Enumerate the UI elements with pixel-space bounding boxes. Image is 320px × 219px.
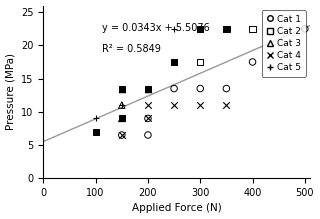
Point	[172, 27, 177, 30]
Point	[119, 133, 124, 137]
Point	[145, 117, 150, 120]
Text: y = 0.0343x + 5.5076: y = 0.0343x + 5.5076	[102, 23, 210, 33]
Point	[172, 103, 177, 107]
Point	[250, 60, 255, 64]
Point	[93, 117, 98, 120]
Point	[119, 87, 124, 90]
Point	[145, 103, 150, 107]
Point	[119, 103, 124, 107]
Point	[145, 117, 150, 120]
Point	[224, 103, 229, 107]
X-axis label: Applied Force (N): Applied Force (N)	[132, 203, 221, 214]
Point	[119, 117, 124, 120]
Point	[119, 117, 124, 120]
Point	[93, 130, 98, 133]
Point	[119, 87, 124, 90]
Point	[198, 87, 203, 90]
Y-axis label: Pressure (MPa): Pressure (MPa)	[5, 53, 16, 130]
Point	[119, 103, 124, 107]
Point	[145, 133, 150, 137]
Point	[302, 27, 308, 30]
Legend: Cat 1, Cat 2, Cat 3, Cat 4, Cat 5: Cat 1, Cat 2, Cat 3, Cat 4, Cat 5	[262, 10, 306, 77]
Point	[224, 87, 229, 90]
Text: R² = 0.5849: R² = 0.5849	[102, 44, 161, 53]
Point	[198, 27, 203, 30]
Point	[145, 87, 150, 90]
Point	[198, 60, 203, 64]
Point	[198, 103, 203, 107]
Point	[145, 87, 150, 90]
Point	[250, 27, 255, 30]
Point	[224, 27, 229, 30]
Point	[172, 87, 177, 90]
Point	[224, 27, 229, 30]
Point	[172, 60, 177, 64]
Point	[119, 133, 124, 137]
